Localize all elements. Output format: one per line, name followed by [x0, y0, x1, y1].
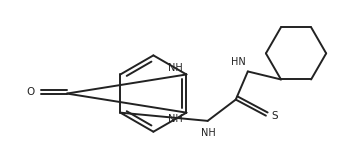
Text: NH: NH: [168, 63, 182, 74]
Text: S: S: [271, 111, 278, 121]
Text: O: O: [27, 87, 35, 97]
Text: NH: NH: [168, 114, 182, 124]
Text: NH: NH: [201, 128, 216, 138]
Text: HN: HN: [231, 57, 246, 67]
